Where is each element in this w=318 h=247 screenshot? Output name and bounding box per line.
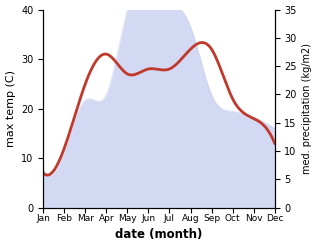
Y-axis label: max temp (C): max temp (C)	[5, 70, 16, 147]
X-axis label: date (month): date (month)	[115, 228, 203, 242]
Y-axis label: med. precipitation (kg/m2): med. precipitation (kg/m2)	[302, 43, 313, 174]
